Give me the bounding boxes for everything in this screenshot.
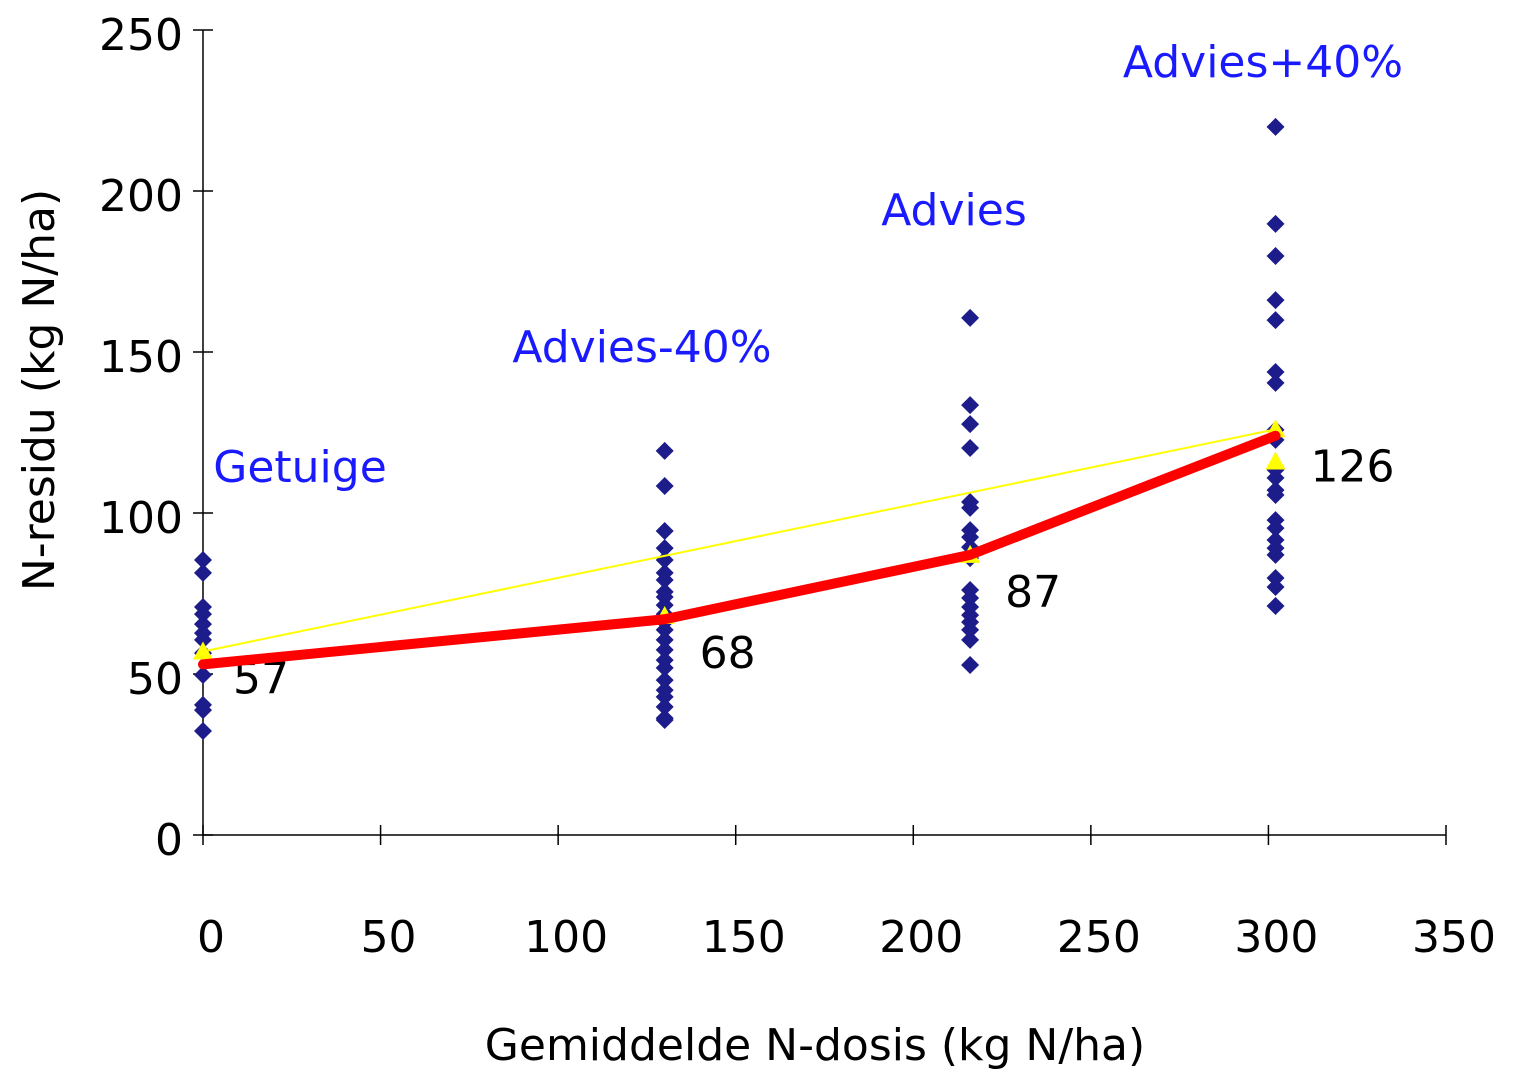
mean-point <box>193 641 213 660</box>
y-tick-label: 200 <box>99 171 183 222</box>
group-label: Advies <box>881 185 1027 236</box>
data-point <box>1266 569 1285 588</box>
x-tick-label: 150 <box>702 912 786 963</box>
y-axis-title: N-residu (kg N/ha) <box>14 189 65 591</box>
data-point <box>1266 311 1285 330</box>
data-point <box>1266 468 1285 487</box>
group-label: Getuige <box>213 442 387 493</box>
data-point <box>961 620 980 639</box>
data-point <box>961 308 980 327</box>
data-point <box>655 671 674 690</box>
data-label: 87 <box>1005 567 1061 618</box>
data-point <box>1266 545 1285 564</box>
x-tick-label: 100 <box>524 912 608 963</box>
data-point <box>1266 214 1285 233</box>
data-label: 126 <box>1311 441 1395 492</box>
data-point <box>961 655 980 674</box>
data-point <box>961 498 980 517</box>
data-point <box>1266 519 1285 538</box>
data-point <box>1266 485 1285 504</box>
data-point <box>655 441 674 460</box>
y-tick-label: 150 <box>99 332 183 383</box>
data-point <box>655 522 674 541</box>
data-point <box>194 630 212 649</box>
data-point <box>655 620 674 639</box>
data-point <box>1266 117 1285 136</box>
y-tick-label: 50 <box>127 654 183 705</box>
trend-line <box>198 430 1281 670</box>
data-point <box>655 658 674 677</box>
data-point <box>194 665 212 684</box>
x-tick-label: 200 <box>879 912 963 963</box>
x-tick-label: 50 <box>361 912 417 963</box>
data-point <box>1266 373 1285 392</box>
x-tick-label: 250 <box>1057 912 1141 963</box>
data-point <box>961 415 980 434</box>
data-point <box>655 476 674 495</box>
data-point <box>1266 291 1285 310</box>
y-tick-label: 100 <box>99 493 183 544</box>
data-point <box>194 551 212 570</box>
data-point <box>194 563 212 582</box>
y-tick-label: 250 <box>99 10 183 61</box>
data-point <box>655 687 674 706</box>
data-label: 68 <box>700 628 756 679</box>
x-axis-title: Gemiddelde N-dosis (kg N/ha) <box>485 1020 1145 1071</box>
y-tick-label: 0 <box>155 815 183 866</box>
data-point <box>194 615 212 634</box>
data-point <box>655 596 674 615</box>
data-point <box>961 589 980 608</box>
mean-point <box>1265 451 1286 470</box>
data-point <box>194 605 212 624</box>
data-point <box>961 630 980 649</box>
data-point <box>655 640 674 659</box>
data-point <box>1266 578 1285 597</box>
x-tick-label: 350 <box>1412 912 1496 963</box>
group-label: Advies-40% <box>512 322 771 373</box>
data-point <box>1266 362 1285 381</box>
group-label: Advies+40% <box>1123 37 1403 88</box>
data-point <box>655 697 674 716</box>
trend-line <box>202 428 1277 653</box>
data-point <box>655 570 674 589</box>
x-tick-label: 300 <box>1234 912 1318 963</box>
x-tick-label: 0 <box>197 912 225 963</box>
data-point <box>961 396 980 415</box>
data-point <box>1266 247 1285 266</box>
data-point <box>194 721 212 740</box>
data-point <box>961 438 980 457</box>
data-point <box>655 630 674 649</box>
data-point <box>961 528 980 547</box>
data-point <box>655 711 674 730</box>
data-point <box>655 539 674 558</box>
data-point <box>1266 597 1285 616</box>
data-point <box>194 701 212 720</box>
